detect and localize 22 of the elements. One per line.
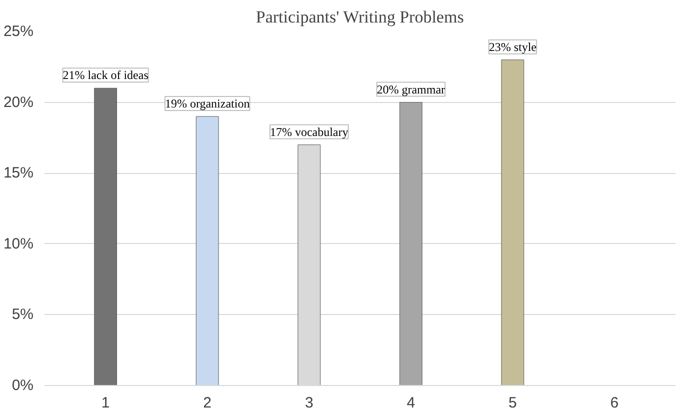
y-tick-label: 15% bbox=[3, 164, 34, 182]
data-label: 19% organization bbox=[164, 96, 250, 110]
x-tick-label: 4 bbox=[406, 394, 416, 412]
bar bbox=[501, 60, 524, 386]
y-tick-label: 10% bbox=[3, 235, 34, 252]
x-tick-label: 3 bbox=[304, 394, 314, 412]
data-label: 21% lack of ideas bbox=[62, 68, 149, 82]
x-tick-label: 1 bbox=[101, 394, 110, 412]
y-tick-label: 0% bbox=[12, 377, 34, 394]
y-tick-label: 20% bbox=[3, 94, 34, 111]
x-tick-label: 6 bbox=[610, 394, 619, 412]
bar bbox=[399, 102, 422, 386]
y-tick-label: 25% bbox=[3, 23, 34, 40]
y-tick-label: 5% bbox=[12, 306, 34, 324]
chart-title: Participants' Writing Problems bbox=[256, 8, 464, 26]
x-tick-label: 5 bbox=[508, 394, 517, 412]
data-label: 23% style bbox=[488, 40, 537, 54]
bar bbox=[196, 116, 219, 386]
x-tick-label: 2 bbox=[203, 394, 212, 412]
bar bbox=[94, 88, 118, 386]
data-label: 20% grammar bbox=[376, 82, 446, 96]
data-label: 17% vocabulary bbox=[270, 124, 348, 139]
